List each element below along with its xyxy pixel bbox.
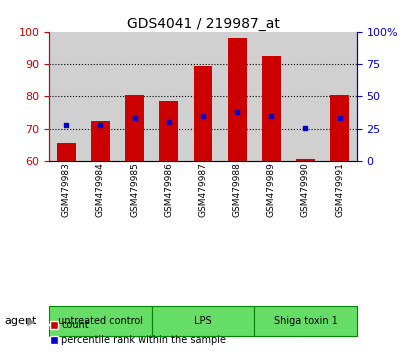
Bar — [185, 32, 220, 161]
Bar — [57, 143, 76, 161]
Bar — [220, 32, 254, 161]
Bar — [295, 159, 314, 161]
Bar — [151, 32, 185, 161]
Title: GDS4041 / 219987_at: GDS4041 / 219987_at — [126, 17, 279, 31]
Legend: count, percentile rank within the sample: count, percentile rank within the sample — [46, 316, 230, 349]
Bar — [49, 32, 83, 161]
Bar — [193, 66, 212, 161]
Bar — [322, 32, 356, 161]
Text: agent: agent — [4, 316, 36, 326]
Bar — [83, 32, 117, 161]
Bar — [329, 95, 348, 161]
Bar — [227, 38, 246, 161]
Text: Shiga toxin 1: Shiga toxin 1 — [273, 316, 337, 326]
Text: ▶: ▶ — [27, 316, 35, 326]
Bar — [261, 56, 280, 161]
Bar — [288, 32, 322, 161]
Bar — [91, 121, 110, 161]
Bar — [159, 101, 178, 161]
Bar — [125, 95, 144, 161]
Bar — [117, 32, 151, 161]
Text: LPS: LPS — [194, 316, 211, 326]
Text: untreated control: untreated control — [58, 316, 143, 326]
Bar — [254, 32, 288, 161]
